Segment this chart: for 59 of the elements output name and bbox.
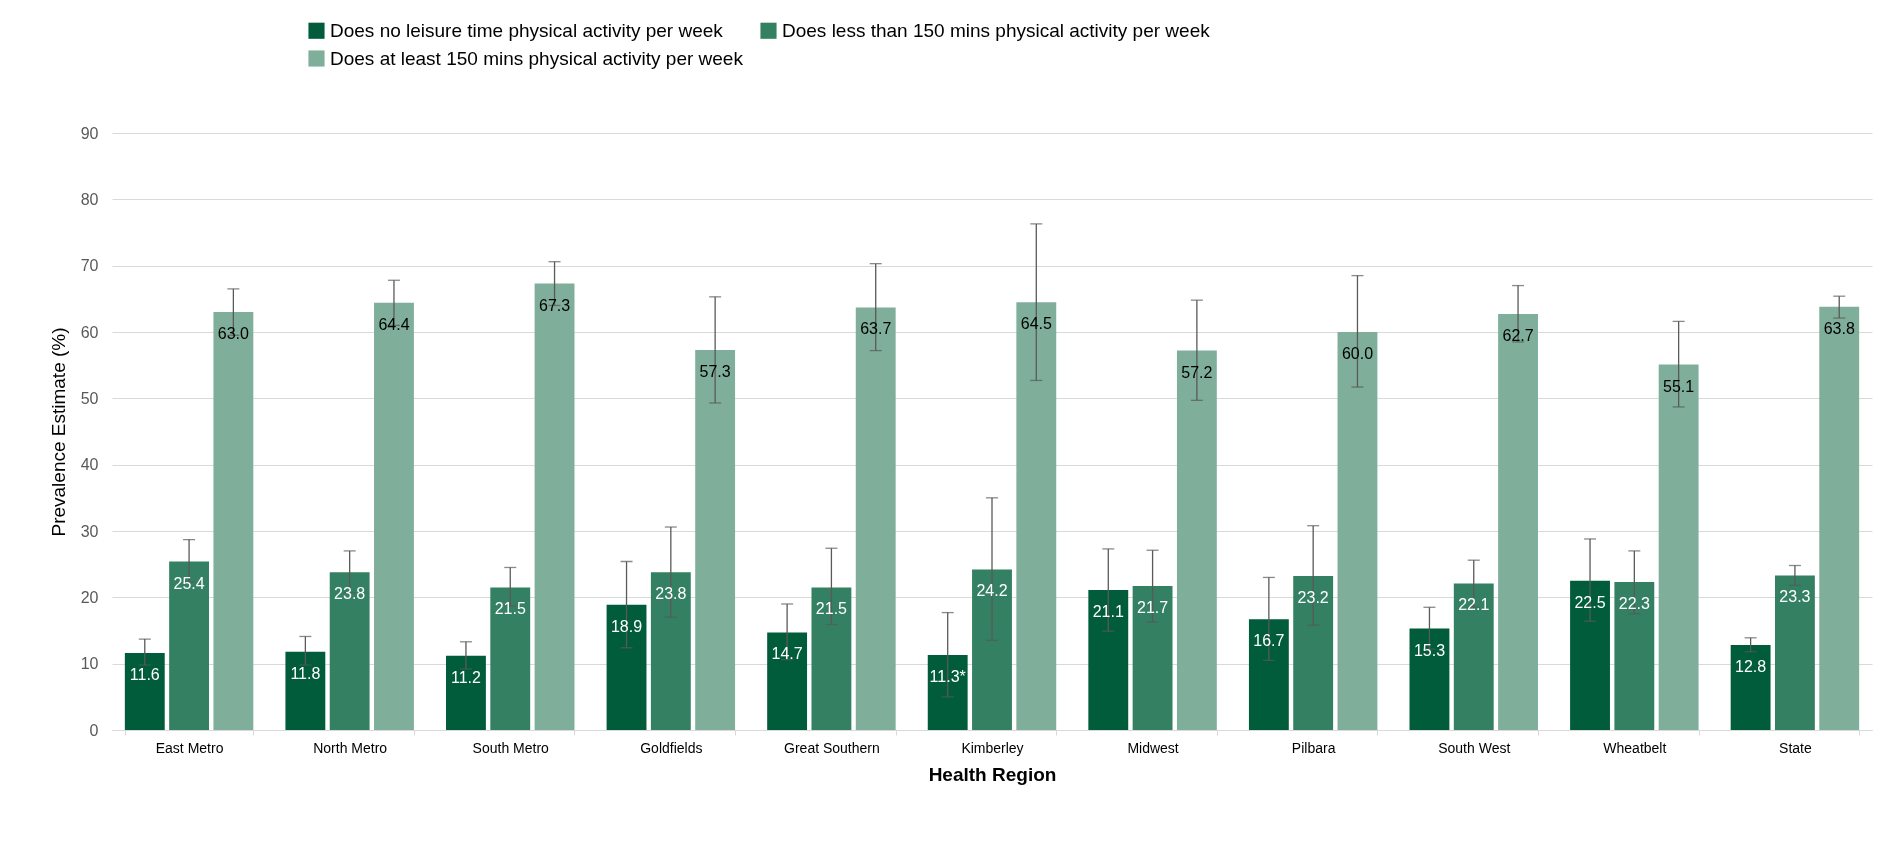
data-label: 23.8 (334, 585, 366, 603)
x-tick-label: Goldfields (640, 739, 703, 756)
x-tick-label: State (1779, 739, 1812, 756)
data-label: 63.0 (217, 325, 250, 343)
data-label: 25.4 (173, 574, 205, 592)
y-tick-label: 20 (80, 588, 99, 606)
data-label: 21.5 (815, 600, 848, 618)
x-tick-label: Great Southern (784, 739, 880, 756)
data-label: 64.5 (1020, 315, 1052, 333)
y-tick-label: 50 (80, 389, 99, 407)
data-label: 11.6 (129, 666, 160, 684)
data-label: 57.3 (699, 362, 731, 380)
data-label: 15.3 (1413, 641, 1446, 659)
legend-label: Does no leisure time physical activity per week (330, 19, 724, 41)
y-tick-label: 0 (89, 721, 99, 739)
data-label: 14.7 (771, 645, 803, 663)
x-tick-label: South West (1438, 739, 1511, 756)
y-tick-label: 70 (80, 257, 99, 275)
x-tick-label: South Metro (472, 739, 550, 756)
x-tick-label: East Metro (155, 739, 224, 756)
data-label: 11.3* (929, 668, 966, 686)
data-label: 11.2 (450, 668, 482, 686)
y-tick-label: 80 (80, 190, 99, 208)
data-label: 11.8 (290, 664, 321, 682)
data-label: 21.1 (1092, 603, 1124, 621)
data-label: 63.7 (860, 320, 892, 338)
data-label: 62.7 (1502, 327, 1534, 345)
data-label: 60.0 (1341, 345, 1374, 362)
data-label: 67.3 (538, 296, 571, 314)
y-tick-label: 60 (80, 323, 99, 341)
data-label: 57.2 (1181, 363, 1213, 381)
data-label: 23.2 (1297, 589, 1329, 607)
data-label: 22.1 (1458, 596, 1490, 614)
y-tick-label: 90 (80, 124, 99, 142)
y-tick-label: 10 (80, 655, 99, 673)
data-label: 22.3 (1618, 595, 1651, 613)
y-tick-label: 30 (80, 522, 99, 540)
data-label: 22.5 (1574, 593, 1606, 611)
legend-label: Does less than 150 mins physical activity per week (782, 19, 1211, 41)
x-tick-label: Pilbara (1291, 739, 1336, 756)
data-label: 64.4 (378, 315, 410, 333)
x-axis-title: Health Region (928, 763, 1057, 785)
y-tick-label: 40 (80, 456, 99, 474)
data-label: 16.7 (1253, 632, 1285, 650)
x-tick-label: Wheatbelt (1603, 739, 1667, 756)
x-tick-label: Midwest (1127, 739, 1179, 756)
x-tick-label: North Metro (313, 739, 388, 756)
data-label: 23.8 (655, 585, 687, 603)
data-label: 55.1 (1663, 377, 1695, 395)
data-label: 12.8 (1735, 658, 1767, 676)
data-label: 18.9 (610, 617, 643, 635)
data-label: 24.2 (976, 582, 1008, 600)
data-label: 63.8 (1823, 319, 1855, 337)
data-label: 21.7 (1137, 599, 1169, 617)
legend-label: Does at least 150 mins physical activity per week (330, 47, 744, 69)
data-label: 23.3 (1779, 588, 1811, 606)
data-label: 21.5 (494, 600, 526, 618)
x-tick-label: Kimberley (961, 739, 1024, 756)
y-axis-title: Prevalence Estimate (%) (47, 327, 69, 537)
